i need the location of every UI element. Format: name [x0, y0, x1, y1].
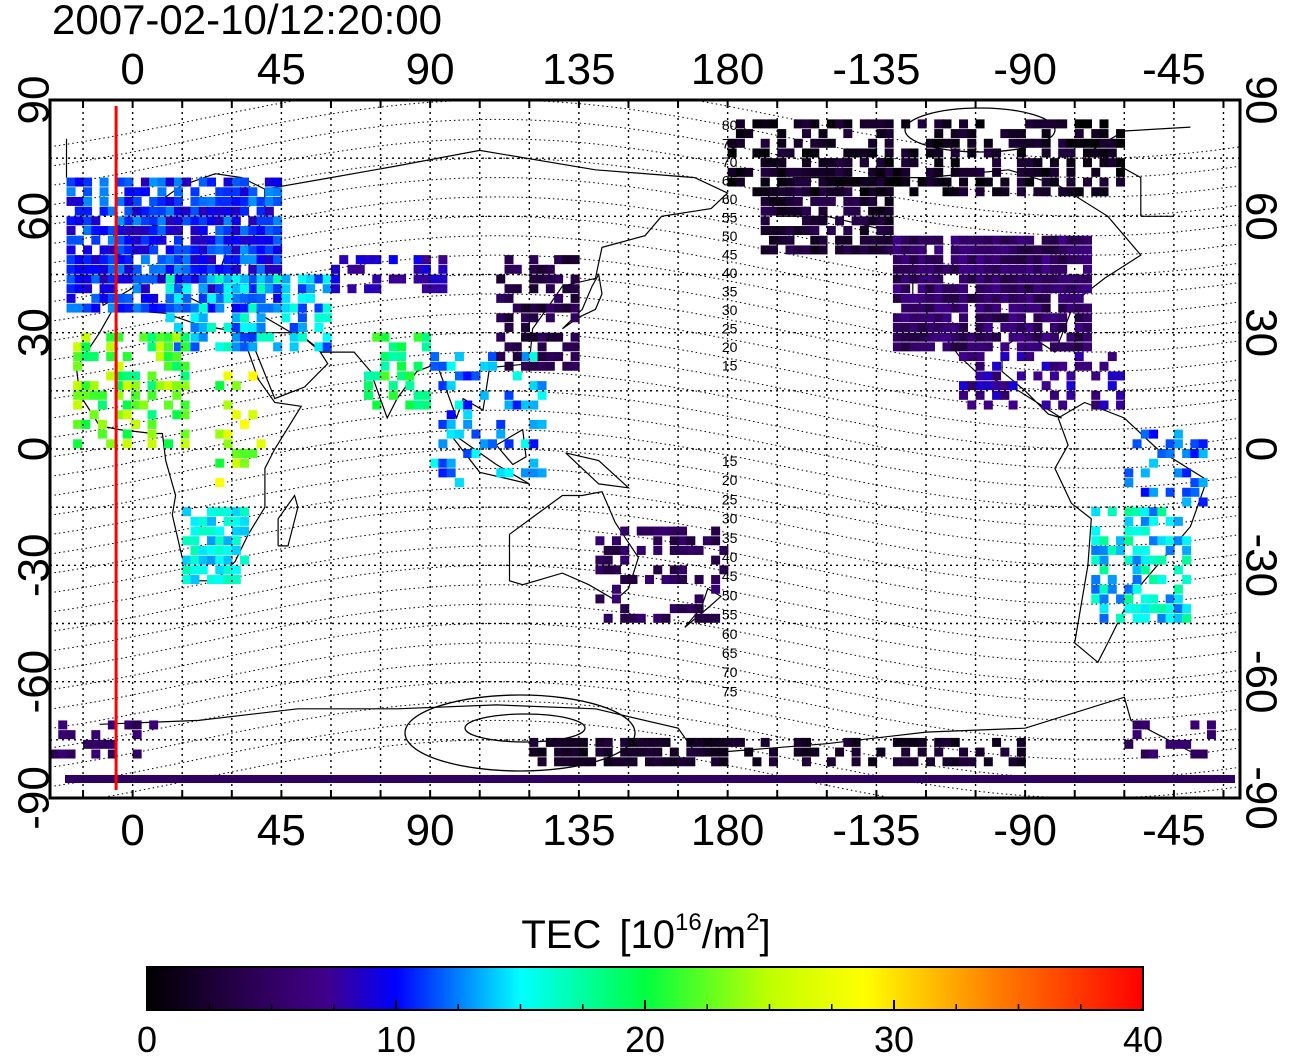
lat-tick-left: 0	[9, 437, 58, 461]
contour-label-south: 70	[722, 664, 738, 680]
lat-tick-right: -90	[1237, 766, 1286, 830]
contour-label-south: 40	[722, 549, 738, 565]
contour-label-south: 60	[722, 626, 738, 642]
contour-label-north: 40	[722, 265, 738, 281]
colorbar-ticks: 0 10 20 30 40	[137, 1000, 1163, 1057]
lat-tick-right: -60	[1237, 650, 1286, 714]
lat-tick-right: -30	[1237, 534, 1286, 598]
contour-label-north: 45	[722, 247, 738, 263]
contour-labels: 80 75 70 65 60 55 50 45 40 35 30 25 20 15 15 20 25 30 35 40…	[722, 117, 738, 699]
lat-tick-right: 0	[1237, 437, 1286, 461]
contour-label-south: 30	[722, 511, 738, 527]
lat-tick-left: 30	[9, 308, 58, 357]
colorbar-tick-label: 10	[376, 1019, 416, 1057]
contour-label-south: 15	[722, 453, 738, 469]
contour-label-south: 55	[722, 607, 738, 623]
contour-label-south: 35	[722, 530, 738, 546]
contour-label-south: 45	[722, 568, 738, 584]
contour-label-north: 35	[722, 284, 738, 300]
lon-tick-bottom: -135	[832, 806, 920, 855]
contour-label-north: 65	[722, 173, 738, 189]
colorbar-title: TEC [1016/m2]	[521, 909, 770, 957]
contour-label-south: 65	[722, 645, 738, 661]
lon-tick-top: -135	[832, 45, 920, 94]
tec-data-cells	[50, 119, 1235, 783]
lon-tick-top: 90	[406, 45, 455, 94]
lat-tick-left: -30	[9, 534, 58, 598]
lon-tick-top: -45	[1142, 45, 1206, 94]
contour-label-north: 60	[722, 191, 738, 207]
contour-label-north: 50	[722, 228, 738, 244]
latitude-axis-left: 90 60 30 0 -30 -60 -90	[9, 76, 58, 830]
lon-tick-bottom: 45	[257, 806, 306, 855]
contour-label-north: 15	[722, 358, 738, 374]
map-border	[48, 98, 1242, 800]
contour-label-north: 25	[722, 321, 738, 337]
lon-tick-top: 135	[542, 45, 615, 94]
lat-lon-grid	[50, 100, 1240, 798]
colorbar-tick-label: 40	[1123, 1019, 1163, 1057]
colorbar-tick-label: 30	[874, 1019, 914, 1057]
contour-label-south: 50	[722, 587, 738, 603]
world-map: 80 75 70 65 60 55 50 45 40 35 30 25 20 15 15 20 25 30 35 40…	[50, 100, 1240, 798]
longitude-axis-bottom: 0 45 90 135 180 -135 -90 -45	[120, 806, 1205, 855]
lon-tick-top: 45	[257, 45, 306, 94]
contour-label-south: 75	[722, 683, 738, 699]
lat-tick-right: 60	[1237, 192, 1286, 241]
lon-tick-top: -90	[993, 45, 1057, 94]
lat-tick-right: 90	[1237, 76, 1286, 125]
map-edge-ticks	[82, 100, 1225, 798]
lat-tick-right: 30	[1237, 308, 1286, 357]
longitude-axis-top: 0 45 90 135 180 -135 -90 -45	[120, 45, 1205, 94]
colorbar-tick-label: 20	[625, 1019, 665, 1057]
lon-tick-bottom: -45	[1142, 806, 1206, 855]
contour-label-north: 80	[722, 117, 738, 133]
latitude-axis-right: 90 60 30 0 -30 -60 -90	[1237, 76, 1286, 830]
contour-label-north: 70	[722, 154, 738, 170]
contour-label-north: 20	[722, 339, 738, 355]
lat-tick-left: -90	[9, 766, 58, 830]
lon-tick-bottom: 135	[542, 806, 615, 855]
lat-tick-left: 90	[9, 76, 58, 125]
lon-tick-top: 180	[691, 45, 764, 94]
contour-label-north: 75	[722, 136, 738, 152]
lon-tick-bottom: 180	[691, 806, 764, 855]
contour-label-south: 20	[722, 472, 738, 488]
contour-label-south: 25	[722, 491, 738, 507]
lon-tick-bottom: -90	[993, 806, 1057, 855]
lon-tick-top: 0	[120, 45, 144, 94]
lon-tick-bottom: 90	[406, 806, 455, 855]
contour-label-north: 55	[722, 210, 738, 226]
lon-tick-bottom: 0	[120, 806, 144, 855]
timestamp-title: 2007-02-10/12:20:00	[52, 0, 442, 43]
contour-label-north: 30	[722, 302, 738, 318]
lat-tick-left: 60	[9, 192, 58, 241]
colorbar-tick-label: 0	[137, 1019, 157, 1057]
lat-tick-left: -60	[9, 650, 58, 714]
